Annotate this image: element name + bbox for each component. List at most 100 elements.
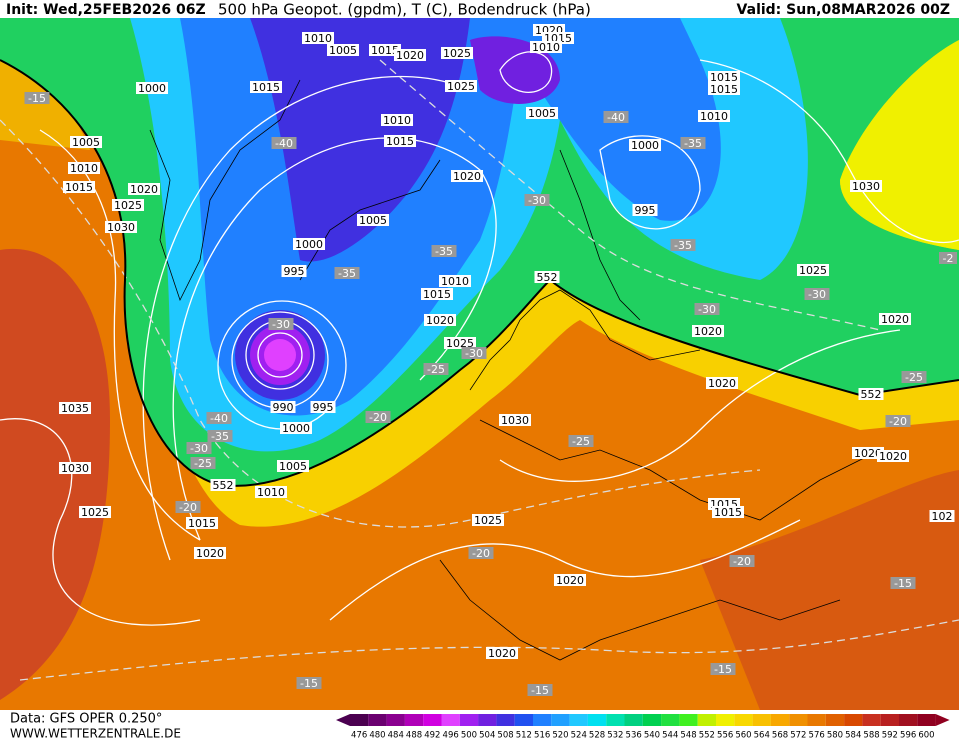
isobar-label-box [112, 199, 144, 211]
isotherm-label: -30 [698, 303, 716, 316]
colorbar-swatch [734, 714, 753, 726]
isobar-label: 1000 [295, 238, 323, 251]
isobar-label-box [706, 377, 738, 389]
isobar-label-box [79, 506, 111, 518]
colorbar-swatch [569, 714, 588, 726]
isobar-label-box [877, 450, 909, 462]
isotherm-label-box [694, 303, 720, 315]
isotherm-label-box [296, 677, 322, 689]
isobar-label-box [554, 574, 586, 586]
colorbar-label: 544 [662, 731, 678, 741]
isobar-label-box [136, 82, 168, 94]
isobar-label: 1030 [107, 221, 135, 234]
isobar-label: 1005 [528, 107, 556, 120]
colorbar-swatch [350, 714, 369, 726]
colorbar-swatch [496, 714, 515, 726]
isotherm-label-box [365, 411, 391, 423]
isobar-label-box [70, 136, 102, 148]
colorbar-label: 584 [845, 731, 861, 741]
isobar-label: 1015 [423, 288, 451, 301]
isobar-label-box [255, 486, 287, 498]
isobar-label-box [369, 44, 401, 56]
isotherm-label: -20 [369, 411, 387, 424]
contour-552 [0, 59, 959, 487]
colorbar-label: 564 [754, 731, 770, 741]
isobar-label: 1020 [488, 647, 516, 660]
colorbar-label: 560 [735, 731, 751, 741]
isobar-label: 1025 [447, 80, 475, 93]
colorbar-label: 532 [607, 731, 623, 741]
isotherm-label-box [190, 457, 216, 469]
isobar-label-box [250, 81, 282, 93]
isobar-label-box [692, 325, 724, 337]
site: WWW.WETTERZENTRALE.DE [10, 727, 181, 741]
isobar-label-box [444, 337, 476, 349]
colorbar-label: 524 [571, 731, 587, 741]
isotherm-label: -30 [528, 194, 546, 207]
colorbar-label: 596 [900, 731, 916, 741]
isotherm-label: -20 [472, 547, 490, 560]
isobar-label: 1020 [396, 49, 424, 62]
colorbar-label: 508 [497, 731, 513, 741]
isotherm-label: -30 [808, 288, 826, 301]
colorbar-swatch [716, 714, 735, 726]
isobar-label-box [441, 47, 473, 59]
isobar-label: 1030 [61, 462, 89, 475]
colorbar-arrow-left [336, 714, 350, 726]
isotherm-label: -25 [427, 363, 445, 376]
colorbar-swatch [880, 714, 899, 726]
isobar-label: 1010 [441, 275, 469, 288]
isobar-label-box [59, 402, 91, 414]
colorbar-swatch [368, 714, 387, 726]
isotherm-label: -30 [190, 442, 208, 455]
isobar-label: 1020 [708, 377, 736, 390]
contour-label: 552 [213, 479, 234, 492]
isotherm-label-box [680, 137, 706, 149]
isobar-label-box [445, 80, 477, 92]
isobar-label-box [929, 510, 955, 522]
colorbar: 476 480 484 488 492 496 500 504 508 512 516 520 524 5… [336, 714, 950, 741]
colorbar-label: 600 [918, 731, 934, 741]
colorbar-label: 504 [479, 731, 495, 741]
colorbar-swatch [844, 714, 863, 726]
isobar-label: 1020 [556, 574, 584, 587]
isobar-label-box [451, 170, 483, 182]
colorbar-swatch [679, 714, 698, 726]
isotherm-label-box [729, 555, 755, 567]
valid-time: Valid: Sun,08MAR2026 00Z [737, 2, 950, 18]
colorbar-label: 492 [424, 731, 440, 741]
isobar-label: 1025 [443, 47, 471, 60]
isobar-label: 1000 [631, 139, 659, 152]
isotherm-label-box [268, 318, 294, 330]
isobar-label-box [486, 647, 518, 659]
isotherm-label: -40 [275, 137, 293, 150]
colorbar-label: 540 [644, 731, 660, 741]
isobar-label-box [421, 288, 453, 300]
isotherm-label: -15 [28, 92, 46, 105]
isobar-label-box [698, 110, 730, 122]
isobar-label: 1005 [72, 136, 100, 149]
isotherm-label-box [885, 415, 911, 427]
colorbar-swatch [551, 714, 570, 726]
isotherm-label: -40 [210, 412, 228, 425]
contour-label-box [858, 388, 884, 400]
isobar-label: 1015 [710, 71, 738, 84]
isobar-label: 1000 [282, 422, 310, 435]
coastlines [149, 79, 881, 661]
isotherm-label: -30 [272, 318, 290, 331]
isobar-label-box [526, 107, 558, 119]
isobar-label-box [59, 462, 91, 474]
isobar-label-box [357, 214, 389, 226]
isotherm-label: -25 [194, 457, 212, 470]
colorbar-swatch [899, 714, 918, 726]
isobar-label-box [384, 135, 416, 147]
colorbar-label: 528 [589, 731, 605, 741]
colorbar-label: 588 [863, 731, 879, 741]
isobar-label: 1020 [453, 170, 481, 183]
isotherm-label: -35 [435, 245, 453, 258]
isotherm-label-box [334, 267, 360, 279]
colorbar-swatch [770, 714, 790, 726]
isotherm-label-box [890, 577, 916, 589]
isobar-label: 1015 [714, 506, 742, 519]
